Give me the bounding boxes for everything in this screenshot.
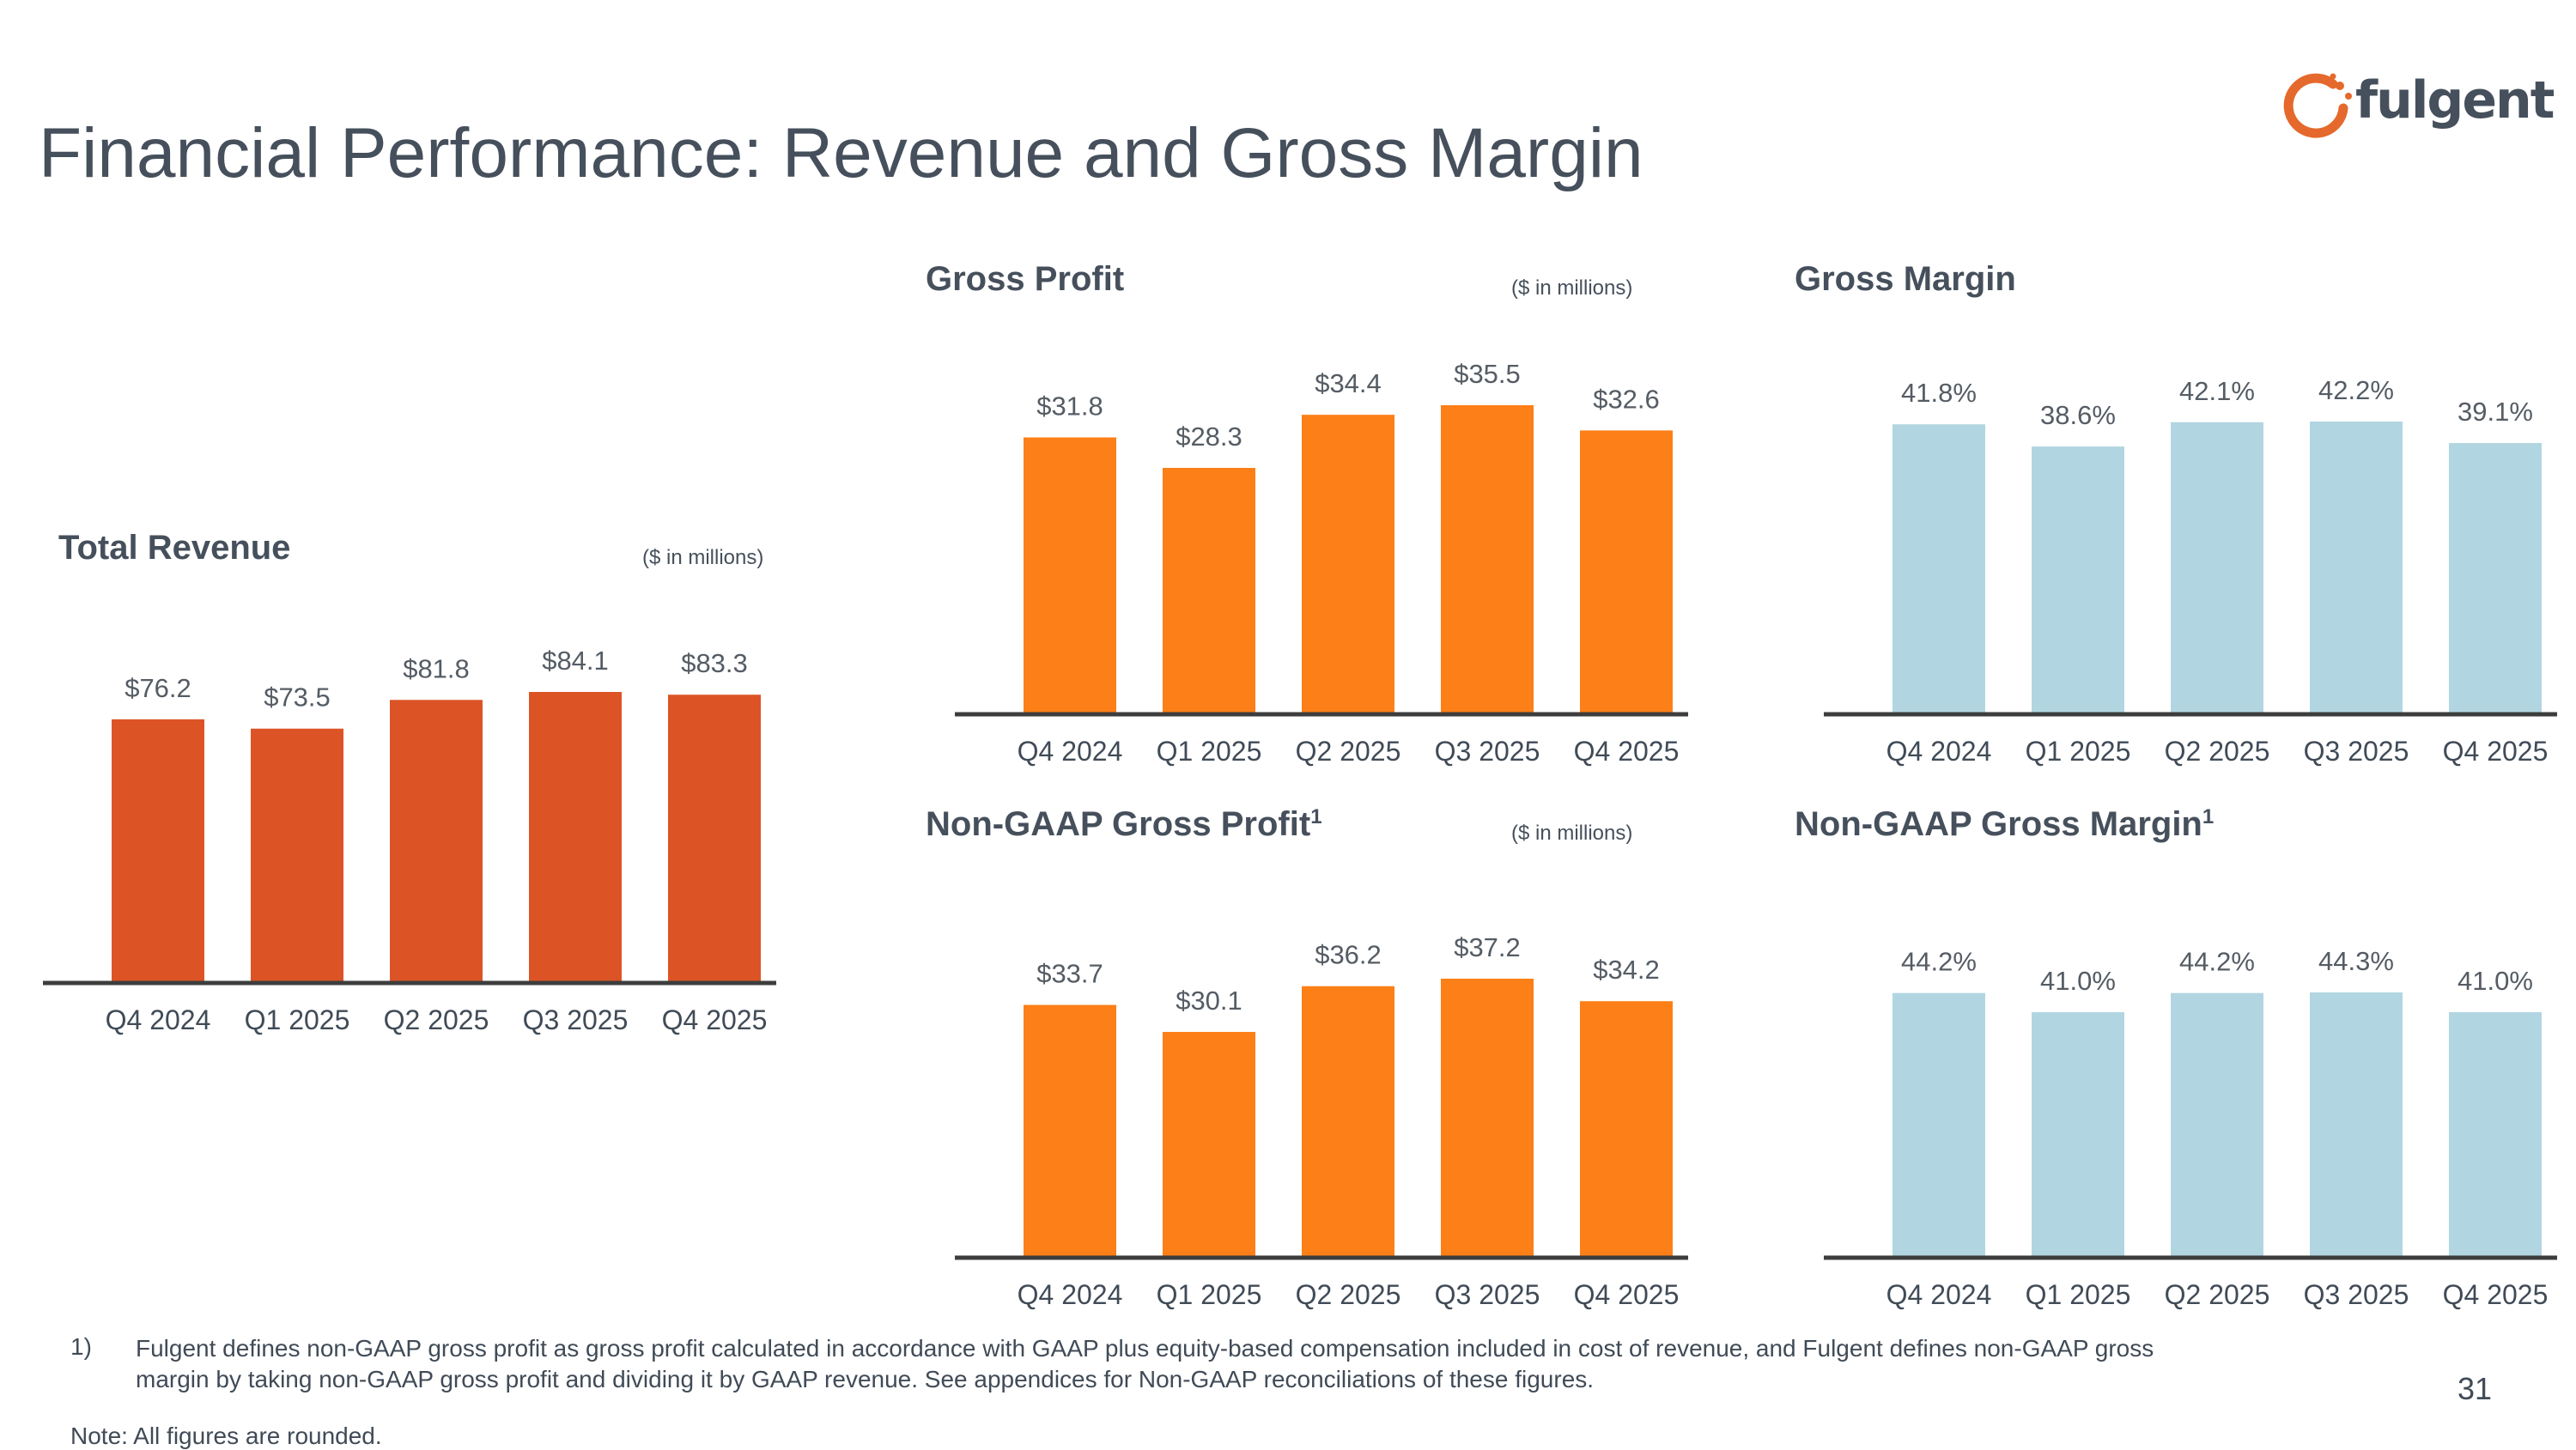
data-label-non-gaap-gross-profit-3: $37.2: [1454, 932, 1521, 962]
tick-label-total-revenue-3: Q3 2025: [523, 1004, 629, 1035]
tick-label-non-gaap-gross-profit-2: Q2 2025: [1296, 1279, 1401, 1310]
bar-non-gaap-gross-profit-3: [1441, 979, 1534, 1258]
data-label-non-gaap-gross-profit-2: $36.2: [1315, 940, 1382, 970]
data-label-non-gaap-gross-margin-4: 41.0%: [2458, 966, 2533, 996]
tick-label-non-gaap-gross-margin-3: Q3 2025: [2304, 1279, 2409, 1310]
data-label-total-revenue-4: $83.3: [681, 648, 748, 678]
tick-label-gross-profit-1: Q1 2025: [1157, 736, 1262, 767]
tick-label-gross-margin-0: Q4 2024: [1886, 736, 1992, 767]
bar-non-gaap-gross-margin-0: [1893, 992, 1985, 1258]
logo-mark-icon: [2283, 73, 2352, 138]
data-label-non-gaap-gross-margin-0: 44.2%: [1901, 947, 1977, 977]
non-gaap-gross-margin-title: Non-GAAP Gross Margin1: [1795, 805, 2215, 843]
bar-non-gaap-gross-margin-2: [2171, 992, 2263, 1258]
tick-label-non-gaap-gross-margin-2: Q2 2025: [2165, 1279, 2270, 1310]
logo-text: fulgent: [2355, 70, 2555, 130]
data-label-total-revenue-1: $73.5: [264, 683, 331, 713]
data-label-gross-margin-4: 39.1%: [2458, 397, 2533, 427]
tick-label-total-revenue-0: Q4 2024: [106, 1004, 211, 1035]
footnote-text: Fulgent defines non-GAAP gross profit as…: [136, 1335, 2154, 1392]
data-label-non-gaap-gross-profit-0: $33.7: [1036, 959, 1103, 989]
page-number: 31: [2458, 1371, 2493, 1406]
bar-gross-profit-3: [1441, 405, 1534, 714]
total-revenue-chart: $76.2 Q4 2024 $73.5 Q1 2025 $81.8 Q2 2025 $84.…: [43, 646, 776, 1035]
gross-margin-chart: 41.8% Q4 2024 38.6% Q1 2025 42.1% Q2 2025 42.2…: [1824, 375, 2557, 767]
bar-gross-margin-1: [2032, 446, 2124, 714]
tick-label-non-gaap-gross-profit-1: Q1 2025: [1157, 1279, 1262, 1310]
bar-gross-profit-2: [1302, 415, 1394, 714]
tick-label-non-gaap-gross-profit-3: Q3 2025: [1435, 1279, 1540, 1310]
bar-non-gaap-gross-profit-2: [1302, 986, 1394, 1258]
bar-total-revenue-3: [529, 692, 622, 983]
tick-label-non-gaap-gross-margin-4: Q4 2025: [2443, 1279, 2549, 1310]
tick-label-gross-profit-0: Q4 2024: [1018, 736, 1123, 767]
data-label-non-gaap-gross-profit-1: $30.1: [1176, 986, 1242, 1016]
data-label-gross-profit-0: $31.8: [1036, 391, 1103, 422]
bar-non-gaap-gross-margin-1: [2032, 1012, 2124, 1258]
data-label-non-gaap-gross-margin-3: 44.3%: [2318, 946, 2394, 976]
tick-label-non-gaap-gross-margin-1: Q1 2025: [2026, 1279, 2131, 1310]
data-label-non-gaap-gross-margin-1: 41.0%: [2040, 966, 2116, 996]
data-label-gross-profit-2: $34.4: [1315, 368, 1382, 398]
gross-profit-chart: $31.8 Q4 2024 $28.3 Q1 2025 $34.4 Q2 2025 $35.…: [955, 359, 1688, 767]
bar-total-revenue-1: [251, 728, 343, 983]
bar-non-gaap-gross-profit-0: [1024, 1004, 1116, 1258]
tick-label-gross-profit-4: Q4 2025: [1574, 736, 1680, 767]
data-label-non-gaap-gross-margin-2: 44.2%: [2179, 947, 2255, 977]
bar-gross-profit-4: [1580, 430, 1673, 714]
tick-label-gross-margin-3: Q3 2025: [2304, 736, 2409, 767]
tick-label-non-gaap-gross-margin-0: Q4 2024: [1886, 1279, 1992, 1310]
gross-profit-unit: ($ in millions): [1511, 276, 1633, 300]
data-label-gross-margin-0: 41.8%: [1901, 378, 1977, 408]
tick-label-non-gaap-gross-profit-0: Q4 2024: [1018, 1279, 1123, 1310]
bar-non-gaap-gross-profit-1: [1163, 1032, 1255, 1258]
bar-total-revenue-0: [112, 719, 204, 983]
bar-gross-profit-1: [1163, 468, 1255, 714]
non-gaap-gross-profit-chart: $33.7 Q4 2024 $30.1 Q1 2025 $36.2 Q2 2025 $37.…: [955, 932, 1688, 1310]
tick-label-total-revenue-1: Q1 2025: [245, 1004, 350, 1035]
tick-label-total-revenue-4: Q4 2025: [662, 1004, 768, 1035]
tick-label-gross-margin-1: Q1 2025: [2026, 736, 2131, 767]
data-label-gross-margin-3: 42.2%: [2318, 375, 2394, 405]
non-gaap-gross-profit-unit: ($ in millions): [1511, 822, 1633, 845]
fulgent-logo: fulgent: [2280, 65, 2555, 151]
page-title: Financial Performance: Revenue and Gross…: [39, 114, 1643, 192]
bar-gross-margin-3: [2310, 422, 2403, 714]
bar-gross-profit-0: [1024, 437, 1116, 714]
bar-non-gaap-gross-margin-4: [2449, 1012, 2542, 1258]
bar-gross-margin-4: [2449, 443, 2542, 714]
gross-margin-title: Gross Margin: [1795, 260, 2016, 298]
footnote-number: 1): [70, 1333, 92, 1360]
rounding-note: Note: All figures are rounded.: [70, 1423, 382, 1449]
bar-total-revenue-4: [668, 695, 761, 983]
tick-label-gross-profit-3: Q3 2025: [1435, 736, 1540, 767]
data-label-gross-margin-1: 38.6%: [2040, 400, 2116, 430]
gross-profit-title: Gross Profit: [926, 260, 1125, 298]
tick-label-gross-profit-2: Q2 2025: [1296, 736, 1401, 767]
bar-gross-margin-2: [2171, 422, 2263, 714]
tick-label-non-gaap-gross-profit-4: Q4 2025: [1574, 1279, 1680, 1310]
data-label-total-revenue-3: $84.1: [542, 646, 609, 676]
data-label-non-gaap-gross-profit-4: $34.2: [1593, 955, 1660, 985]
total-revenue-unit: ($ in millions): [642, 546, 764, 569]
tick-label-gross-margin-2: Q2 2025: [2165, 736, 2270, 767]
bar-total-revenue-2: [390, 700, 483, 983]
data-label-gross-profit-3: $35.5: [1454, 359, 1521, 389]
non-gaap-gross-margin-chart: 44.2% Q4 2024 41.0% Q1 2025 44.2% Q2 2025 44.3…: [1824, 946, 2557, 1310]
data-label-total-revenue-0: $76.2: [125, 673, 191, 703]
data-label-gross-profit-1: $28.3: [1176, 422, 1242, 452]
bar-gross-margin-0: [1893, 424, 1985, 714]
data-label-gross-margin-2: 42.1%: [2179, 376, 2255, 406]
total-revenue-title: Total Revenue: [58, 529, 291, 567]
tick-label-total-revenue-2: Q2 2025: [384, 1004, 489, 1035]
bar-non-gaap-gross-profit-4: [1580, 1001, 1673, 1258]
data-label-gross-profit-4: $32.6: [1593, 384, 1660, 414]
data-label-total-revenue-2: $81.8: [403, 653, 470, 683]
tick-label-gross-margin-4: Q4 2025: [2443, 736, 2549, 767]
non-gaap-gross-profit-title: Non-GAAP Gross Profit1: [926, 805, 1322, 843]
bar-non-gaap-gross-margin-3: [2310, 992, 2403, 1258]
